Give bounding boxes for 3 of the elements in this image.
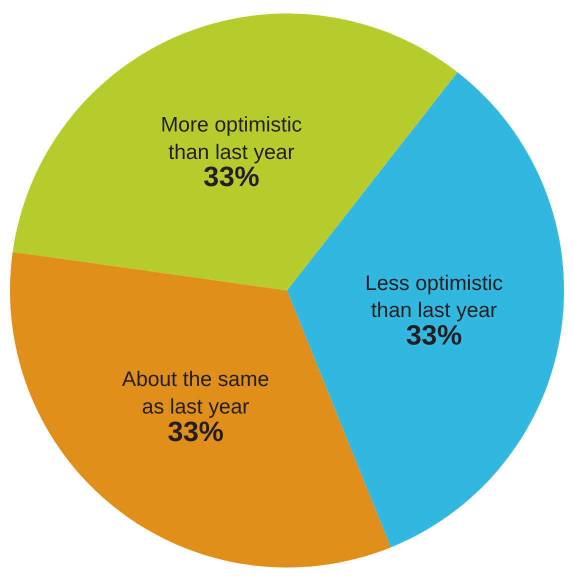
slice-label: Less optimistic than last year xyxy=(365,272,503,322)
slice-label: More optimistic than last year xyxy=(160,114,302,164)
slice-label: About the same as last year xyxy=(122,368,270,418)
